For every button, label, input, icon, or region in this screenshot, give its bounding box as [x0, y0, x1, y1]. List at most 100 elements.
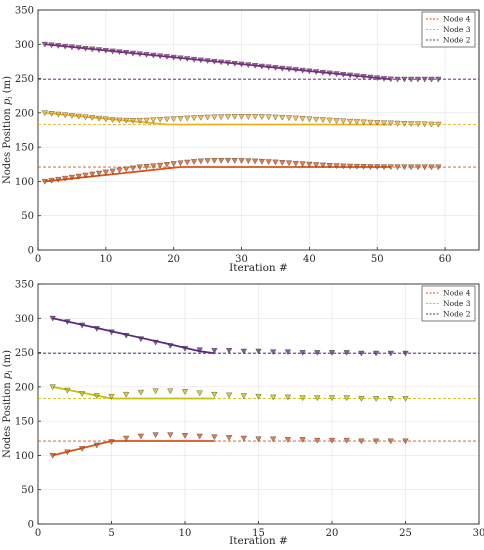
- data-point-marker: [226, 435, 233, 441]
- data-point-marker: [240, 393, 247, 399]
- data-point-marker: [190, 56, 198, 63]
- x-tick-label: 20: [167, 254, 180, 265]
- data-point-marker: [49, 384, 56, 391]
- data-point-marker: [123, 50, 130, 56]
- data-point-marker: [231, 61, 238, 67]
- data-point-marker: [49, 453, 56, 459]
- data-point-marker: [245, 62, 252, 69]
- data-point-marker: [231, 158, 238, 164]
- data-point-marker: [358, 438, 365, 445]
- data-point-marker: [177, 116, 184, 122]
- data-point-marker: [252, 158, 259, 165]
- trajectory-line-node-2: [44, 43, 391, 81]
- data-point-marker: [204, 158, 211, 164]
- data-point-marker: [102, 48, 109, 54]
- data-point-marker: [387, 164, 394, 171]
- data-point-marker: [82, 114, 89, 121]
- data-point-marker: [394, 120, 401, 127]
- data-point-marker: [137, 336, 144, 343]
- data-point-marker: [270, 394, 277, 401]
- data-point-marker: [55, 43, 62, 49]
- data-point-marker: [299, 395, 306, 401]
- data-point-marker: [333, 71, 340, 77]
- data-point-marker: [136, 51, 143, 58]
- data-point-marker: [394, 164, 401, 171]
- data-point-marker: [136, 164, 143, 171]
- x-tick-label: 5: [108, 528, 114, 539]
- data-point-marker: [184, 159, 191, 166]
- data-point-marker: [435, 121, 442, 128]
- data-point-marker: [292, 115, 299, 122]
- data-point-marker: [408, 121, 415, 127]
- data-point-marker: [49, 315, 56, 322]
- data-point-marker: [340, 118, 347, 125]
- y-tick-label: 150: [15, 143, 34, 154]
- data-point-marker: [48, 177, 55, 184]
- data-point-marker: [252, 63, 259, 69]
- data-point-marker: [328, 350, 336, 356]
- data-point-marker: [428, 76, 435, 83]
- data-point-marker: [102, 116, 109, 123]
- y-tick-label: 350: [15, 280, 34, 291]
- data-point-marker: [346, 163, 354, 170]
- data-point-marker: [314, 395, 321, 401]
- plot-frame: [37, 283, 480, 525]
- data-point-marker: [292, 67, 299, 73]
- data-point-marker: [184, 56, 191, 62]
- data-point-marker: [414, 76, 422, 83]
- data-point-marker: [435, 164, 442, 171]
- data-point-marker: [353, 73, 360, 79]
- data-point-marker: [48, 111, 55, 117]
- data-point-marker: [108, 394, 115, 400]
- data-point-marker: [387, 120, 394, 127]
- data-point-marker: [137, 389, 144, 396]
- data-point-marker: [68, 113, 76, 119]
- data-point-marker: [252, 114, 259, 120]
- data-point-marker: [402, 396, 409, 402]
- data-point-marker: [258, 114, 265, 120]
- data-point-marker: [157, 162, 164, 169]
- data-point-marker: [328, 395, 336, 401]
- data-point-marker: [333, 163, 340, 169]
- data-point-marker: [240, 435, 247, 442]
- data-point-marker: [328, 437, 336, 444]
- data-point-marker: [123, 333, 130, 339]
- data-point-marker: [190, 159, 198, 165]
- data-point-marker: [238, 158, 245, 164]
- data-point-marker: [152, 339, 159, 346]
- data-point-marker: [340, 163, 347, 170]
- y-axis-label-subscript: i: [6, 370, 14, 372]
- data-point-marker: [270, 436, 277, 443]
- data-point-marker: [285, 66, 293, 73]
- data-point-marker: [401, 164, 408, 171]
- data-point-marker: [109, 168, 116, 175]
- data-point-marker: [279, 115, 286, 121]
- data-point-marker: [224, 158, 232, 164]
- y-tick-label: 350: [15, 6, 34, 17]
- data-point-marker: [75, 45, 82, 51]
- data-point-marker: [123, 117, 130, 124]
- data-point-marker: [64, 449, 71, 456]
- data-point-marker: [255, 394, 262, 400]
- trajectory-line-node-4: [44, 166, 391, 183]
- x-tick-label: 15: [252, 528, 265, 539]
- data-point-marker: [123, 166, 130, 173]
- data-point-marker: [367, 74, 374, 81]
- data-point-marker: [197, 115, 204, 121]
- data-point-marker: [313, 116, 320, 123]
- data-point-marker: [181, 346, 189, 352]
- data-point-marker: [373, 350, 380, 357]
- plot-frame: [37, 9, 480, 251]
- data-point-marker: [211, 348, 218, 354]
- data-point-marker: [184, 115, 191, 122]
- data-point-marker: [306, 116, 313, 123]
- data-point-marker: [380, 76, 388, 82]
- data-point-marker: [177, 160, 184, 167]
- y-tick-label: 0: [28, 520, 34, 531]
- data-point-marker: [306, 161, 313, 168]
- data-point-marker: [224, 60, 232, 66]
- data-point-marker: [299, 437, 306, 443]
- x-axis-label: Iteration #: [229, 262, 288, 274]
- data-point-marker: [143, 117, 150, 124]
- data-point-marker: [93, 393, 100, 399]
